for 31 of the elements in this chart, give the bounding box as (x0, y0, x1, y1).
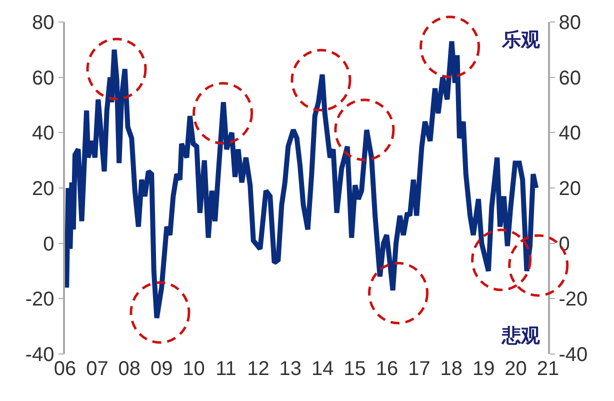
x-tick-label: 11 (216, 358, 236, 380)
x-tick-label: 07 (86, 358, 108, 380)
y2-tick-label: -40 (558, 344, 588, 366)
x-tick-label: 10 (182, 358, 205, 380)
x-tick-label: 09 (150, 358, 173, 380)
y-tick-label: 80 (32, 12, 54, 34)
y2-tick-label: -20 (558, 288, 588, 311)
x-tick-label: 08 (118, 358, 141, 380)
x-tick-label: 19 (472, 358, 495, 380)
y-tick-label: 0 (43, 233, 54, 256)
y-tick-label: 60 (32, 67, 54, 90)
x-tick-label: 15 (344, 358, 366, 380)
y-tick-label: -40 (25, 344, 54, 366)
x-tick-label: 21 (536, 358, 560, 380)
y2-tick-label: 40 (558, 122, 581, 145)
y2-tick-label: 80 (558, 12, 581, 34)
x-tick-label: 12 (247, 358, 270, 380)
y2-tick-label: 60 (558, 67, 581, 90)
annotation: 悲观 (501, 325, 541, 347)
x-tick-label: 06 (54, 358, 76, 380)
x-tick-label: 16 (376, 358, 398, 380)
x-tick-label: 20 (504, 358, 527, 380)
x-tick-label: 13 (279, 358, 302, 380)
y-tick-label: -20 (25, 288, 54, 311)
annotation: 乐观 (501, 29, 541, 51)
y2-tick-label: 20 (558, 178, 581, 200)
y-tick-label: 40 (32, 122, 54, 145)
x-tick-label: 14 (311, 358, 334, 380)
x-tick-label: 17 (408, 358, 430, 380)
x-tick-label: 18 (440, 358, 463, 380)
y-tick-label: 20 (32, 178, 54, 200)
